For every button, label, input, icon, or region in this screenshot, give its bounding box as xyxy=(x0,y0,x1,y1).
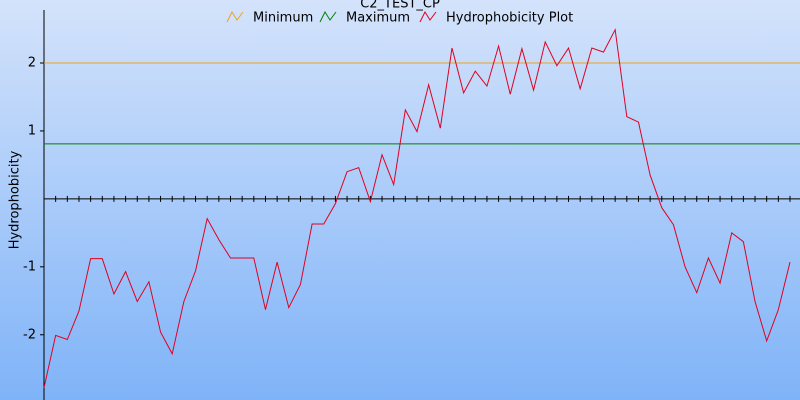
y-tick-label: -2 xyxy=(23,327,36,342)
legend-icon xyxy=(419,10,437,23)
legend-label: Minimum xyxy=(253,11,313,26)
y-axis-label: Hydrophobicity xyxy=(8,150,23,249)
y-tick-label: -1 xyxy=(23,259,36,274)
y-tick-label: 2 xyxy=(28,55,36,70)
data-line xyxy=(43,28,791,388)
legend-label: Hydrophobicity Plot xyxy=(446,11,573,26)
legend-label: Maximum xyxy=(346,11,410,26)
legend-icon xyxy=(226,10,244,23)
chart-title: C2_TEST_CP xyxy=(360,0,440,12)
y-tick-label: 1 xyxy=(28,123,36,138)
legend-icon xyxy=(319,10,337,23)
